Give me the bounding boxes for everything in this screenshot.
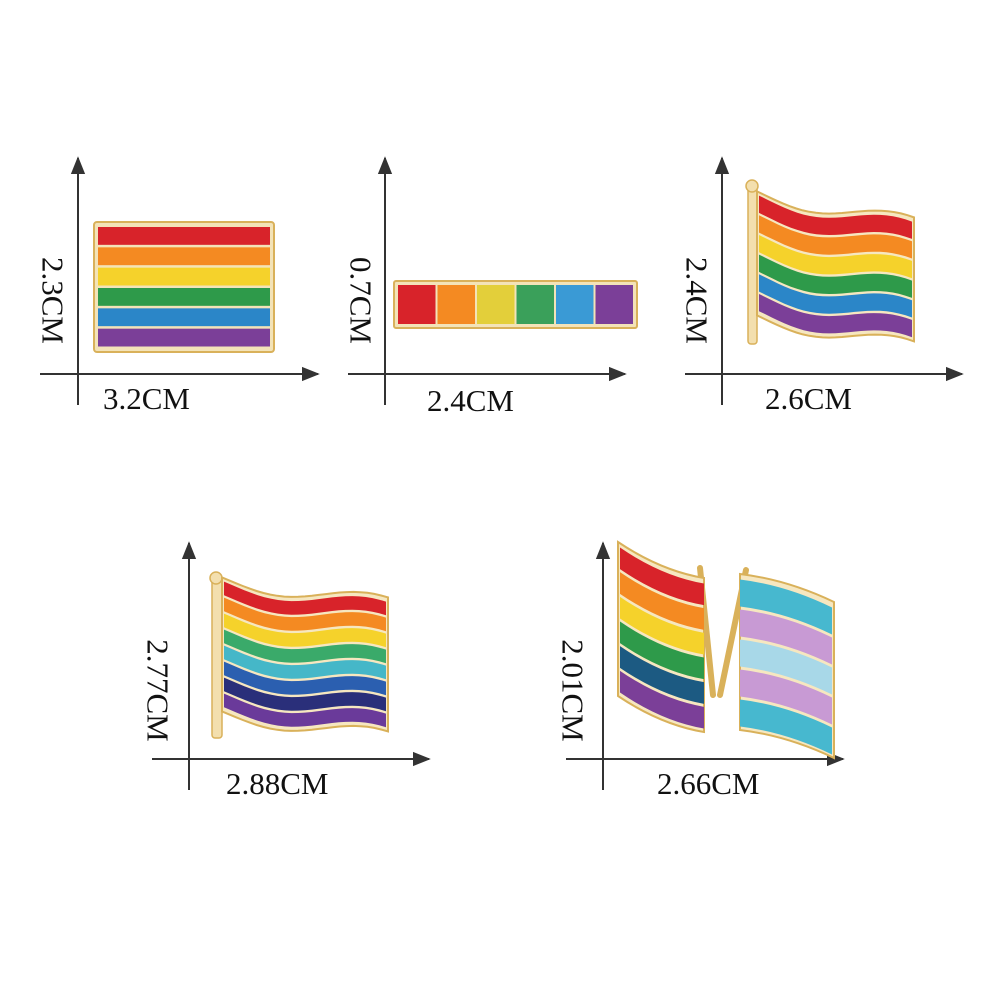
bar-segment	[595, 285, 633, 324]
pin-4-height-label: 2.77CM	[140, 639, 176, 742]
bar-segment	[398, 285, 436, 324]
flag-stripe	[224, 677, 386, 712]
pin-5-axes	[566, 541, 845, 790]
pin-2-width-label: 2.4CM	[427, 383, 514, 418]
pin-2-height-label: 0.7CM	[343, 257, 379, 344]
pin-1-width-label: 3.2CM	[103, 381, 190, 416]
pin-5-height-label: 2.01CM	[555, 639, 591, 742]
flag-stripe	[759, 274, 912, 318]
waving-eight-stripe-rainbow-flag-pin	[209, 571, 389, 739]
pin-1-height-label: 2.3CM	[35, 257, 71, 344]
flagpole-finial	[745, 179, 759, 193]
waving-rainbow-flag-pin	[745, 179, 915, 345]
right-flag-stripe	[740, 669, 832, 725]
rectangular-rainbow-flag-pin	[93, 221, 275, 353]
bar-segment	[516, 285, 554, 324]
flag-stripe	[224, 613, 386, 648]
bar-segment	[437, 285, 475, 324]
bar-segment	[556, 285, 594, 324]
pin-5-width-label: 2.66CM	[657, 766, 760, 801]
rainbow-bar-pin	[393, 280, 638, 329]
flag-stripe	[98, 288, 270, 306]
flag-stripe	[98, 308, 270, 327]
flag-stripe	[759, 254, 912, 298]
pin-4-width-label: 2.88CM	[226, 766, 329, 801]
flag-stripe	[224, 661, 386, 696]
pin-2-axes	[348, 156, 627, 405]
left-flag-stripe	[620, 596, 704, 655]
pin-3-axes	[685, 156, 964, 405]
right-flag-stripe	[740, 579, 832, 635]
flag-stripe	[759, 235, 912, 279]
flagpole	[747, 185, 758, 345]
flag-stripe	[759, 195, 912, 239]
bar-segment	[477, 285, 515, 324]
flag-stripe	[224, 597, 386, 632]
flag-stripe	[224, 581, 386, 616]
flagpole	[211, 575, 223, 739]
flag-stripe	[224, 629, 386, 664]
left-flag-stripe	[620, 572, 704, 630]
flag-stripe	[98, 227, 270, 245]
pin-1-axes	[40, 156, 320, 405]
pin-3-width-label: 2.6CM	[765, 381, 852, 416]
flag-stripe	[224, 645, 386, 680]
pin-3-height-label: 2.4CM	[679, 257, 715, 344]
left-flag-stripe	[620, 646, 704, 704]
left-flag-stripe	[620, 547, 704, 606]
right-flag-stripe	[740, 609, 832, 665]
right-flag-stripe	[740, 639, 832, 695]
crossed-rainbow-and-transgender-flags-pin	[617, 540, 835, 760]
flag-stripe	[98, 247, 270, 266]
left-flag-stripe	[620, 621, 704, 680]
left-flag-stripe	[620, 670, 704, 729]
right-flag-stripe	[740, 699, 832, 755]
pin-4-axes	[152, 541, 431, 790]
flagpole-finial	[209, 571, 223, 585]
flag-stripe	[759, 215, 912, 259]
flag-stripe	[224, 693, 386, 728]
flag-stripe	[759, 294, 912, 338]
flag-stripe	[98, 328, 270, 347]
flag-stripe	[98, 267, 270, 286]
